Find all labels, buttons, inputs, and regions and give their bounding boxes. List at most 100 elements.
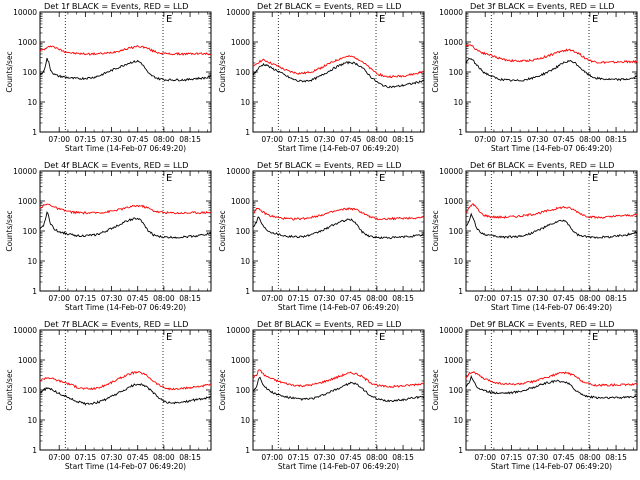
y-tick-label: 10 bbox=[27, 416, 37, 425]
y-axis-label: Counts/sec bbox=[431, 210, 440, 251]
x-tick-label: 08:00 bbox=[366, 294, 388, 303]
event-rate-line bbox=[252, 60, 425, 89]
x-tick-label: 08:15 bbox=[605, 135, 627, 144]
event-rate-line bbox=[252, 216, 425, 240]
y-tick-label: 100 bbox=[449, 386, 464, 395]
x-tick-label: 07:30 bbox=[527, 294, 549, 303]
x-tick-label: 07:15 bbox=[75, 294, 97, 303]
detector-panel-8: Det 8f BLACK = Events, RED = LLD E 1 10 100 1… bbox=[218, 319, 425, 471]
y-tick-label: 100 bbox=[449, 68, 464, 77]
y-tick-label: 100 bbox=[23, 386, 38, 395]
y-axis-label: Counts/sec bbox=[218, 210, 227, 251]
y-tick-label: 1000 bbox=[18, 38, 37, 47]
detector-panel-3: Det 3f BLACK = Events, RED = LLD E 1 10 100 1… bbox=[431, 1, 638, 153]
x-tick-label: 08:00 bbox=[366, 135, 388, 144]
event-rate-line bbox=[465, 58, 638, 82]
y-tick-label: 1 bbox=[245, 128, 250, 137]
lld-rate-line bbox=[39, 371, 212, 391]
y-axis-label: Counts/sec bbox=[5, 51, 14, 92]
event-rate-line bbox=[252, 376, 425, 403]
x-tick-label: 07:15 bbox=[288, 135, 310, 144]
y-tick-label: 10 bbox=[453, 98, 463, 107]
panel-marker: E bbox=[592, 14, 598, 25]
lld-rate-line bbox=[39, 203, 212, 215]
panel-marker: E bbox=[166, 14, 172, 25]
y-tick-label: 1000 bbox=[231, 197, 250, 206]
y-tick-label: 100 bbox=[23, 68, 38, 77]
x-tick-label: 07:00 bbox=[261, 135, 283, 144]
y-tick-label: 100 bbox=[23, 227, 38, 236]
x-tick-label: 07:30 bbox=[527, 135, 549, 144]
x-tick-label: 07:00 bbox=[48, 135, 70, 144]
y-tick-label: 1000 bbox=[231, 38, 250, 47]
y-axis-label: Counts/sec bbox=[5, 369, 14, 410]
x-tick-label: 07:00 bbox=[48, 294, 70, 303]
y-tick-label: 1 bbox=[32, 128, 37, 137]
x-tick-label: 07:45 bbox=[340, 453, 362, 462]
x-tick-label: 08:15 bbox=[392, 294, 414, 303]
x-tick-label: 08:00 bbox=[579, 294, 601, 303]
event-rate-line bbox=[39, 211, 212, 239]
panel-title: Det 4f BLACK = Events, RED = LLD bbox=[44, 160, 188, 170]
x-axis-label: Start Time (14-Feb-07 06:49:20) bbox=[491, 462, 612, 471]
y-tick-label: 10 bbox=[453, 416, 463, 425]
y-tick-label: 10000 bbox=[13, 167, 37, 176]
x-tick-label: 07:30 bbox=[314, 135, 336, 144]
panel-marker: E bbox=[166, 173, 172, 184]
y-tick-label: 10 bbox=[240, 98, 250, 107]
panel-title: Det 3f BLACK = Events, RED = LLD bbox=[470, 1, 614, 11]
x-tick-label: 07:15 bbox=[75, 135, 97, 144]
y-tick-label: 1 bbox=[458, 287, 463, 296]
y-tick-label: 1 bbox=[458, 128, 463, 137]
x-axis-label: Start Time (14-Feb-07 06:49:20) bbox=[278, 303, 399, 312]
panel-title: Det 2f BLACK = Events, RED = LLD bbox=[257, 1, 401, 11]
y-tick-label: 1000 bbox=[18, 356, 37, 365]
x-axis-label: Start Time (14-Feb-07 06:49:20) bbox=[278, 144, 399, 153]
y-tick-label: 1000 bbox=[18, 197, 37, 206]
panel-marker: E bbox=[592, 173, 598, 184]
detector-panel-4: Det 4f BLACK = Events, RED = LLD E 1 10 100 1… bbox=[5, 160, 212, 312]
y-tick-label: 100 bbox=[236, 227, 251, 236]
y-axis-label: Counts/sec bbox=[218, 51, 227, 92]
y-tick-label: 10000 bbox=[439, 8, 463, 17]
x-tick-label: 07:00 bbox=[261, 453, 283, 462]
panel-title: Det 1f BLACK = Events, RED = LLD bbox=[44, 1, 188, 11]
panel-marker: E bbox=[379, 332, 385, 343]
x-tick-label: 08:00 bbox=[153, 453, 175, 462]
x-tick-label: 07:45 bbox=[340, 135, 362, 144]
x-tick-label: 07:45 bbox=[553, 135, 575, 144]
x-tick-label: 07:45 bbox=[127, 453, 149, 462]
x-tick-label: 07:00 bbox=[261, 294, 283, 303]
x-tick-label: 08:15 bbox=[179, 135, 201, 144]
event-rate-line bbox=[465, 212, 638, 239]
y-tick-label: 10000 bbox=[439, 167, 463, 176]
detector-panel-7: Det 7f BLACK = Events, RED = LLD E 1 10 100 1… bbox=[5, 319, 212, 471]
x-axis-label: Start Time (14-Feb-07 06:49:20) bbox=[65, 462, 186, 471]
y-tick-label: 10000 bbox=[226, 167, 250, 176]
x-tick-label: 07:45 bbox=[340, 294, 362, 303]
x-tick-label: 07:30 bbox=[101, 135, 123, 144]
x-tick-label: 07:30 bbox=[314, 453, 336, 462]
event-rate-line bbox=[39, 57, 212, 82]
panel-title: Det 7f BLACK = Events, RED = LLD bbox=[44, 319, 188, 329]
panel-title: Det 8f BLACK = Events, RED = LLD bbox=[257, 319, 401, 329]
x-axis-label: Start Time (14-Feb-07 06:49:20) bbox=[65, 303, 186, 312]
lld-rate-line bbox=[252, 207, 425, 221]
lld-rate-line bbox=[465, 371, 637, 387]
y-tick-label: 10 bbox=[27, 257, 37, 266]
y-tick-label: 1 bbox=[245, 287, 250, 296]
panel-title: Det 9f BLACK = Events, RED = LLD bbox=[470, 319, 614, 329]
y-tick-label: 1 bbox=[458, 446, 463, 455]
x-tick-label: 07:15 bbox=[501, 135, 523, 144]
x-axis-label: Start Time (14-Feb-07 06:49:20) bbox=[278, 462, 399, 471]
x-tick-label: 08:15 bbox=[605, 453, 627, 462]
x-tick-label: 07:00 bbox=[474, 453, 496, 462]
panel-title: Det 6f BLACK = Events, RED = LLD bbox=[470, 160, 614, 170]
event-rate-line bbox=[39, 382, 212, 406]
x-axis-label: Start Time (14-Feb-07 06:49:20) bbox=[491, 303, 612, 312]
y-tick-label: 10000 bbox=[226, 8, 250, 17]
y-axis-label: Counts/sec bbox=[5, 210, 14, 251]
y-tick-label: 1 bbox=[32, 446, 37, 455]
detector-panel-5: Det 5f BLACK = Events, RED = LLD E 1 10 100 1… bbox=[218, 160, 425, 312]
y-tick-label: 1000 bbox=[444, 197, 463, 206]
